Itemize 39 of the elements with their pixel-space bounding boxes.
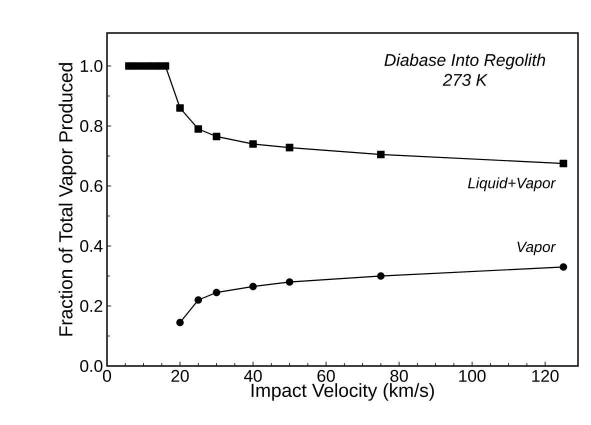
- point: [286, 144, 294, 152]
- point: [194, 125, 202, 133]
- point: [377, 272, 385, 280]
- point: [560, 160, 568, 168]
- point: [125, 62, 133, 70]
- x-tick-label: 20: [171, 370, 189, 382]
- y-axis-title: Fraction of Total Vapor Produced: [58, 63, 76, 336]
- point: [176, 318, 184, 326]
- point: [249, 140, 257, 148]
- x-axis-title: Impact Velocity (km/s): [252, 383, 434, 401]
- point: [194, 296, 202, 304]
- point: [154, 62, 162, 70]
- point: [560, 263, 568, 271]
- point: [377, 150, 385, 158]
- y-tick-label: 0.0: [80, 360, 102, 372]
- x-tick-label: 100: [459, 370, 486, 382]
- point: [249, 282, 257, 290]
- y-tick-label: 0.4: [80, 240, 103, 252]
- y-tick-label: 0.8: [80, 120, 102, 132]
- annotation: 273 K: [442, 74, 488, 86]
- x-tick-label: 40: [244, 370, 262, 382]
- point: [162, 62, 170, 70]
- annotation: Diabase Into Regolith: [384, 54, 546, 70]
- point: [212, 132, 220, 140]
- series-label: Liquid+Vapor: [468, 177, 556, 192]
- y-tick-label: 0.6: [80, 180, 102, 192]
- point: [132, 62, 140, 70]
- point: [212, 288, 220, 296]
- point: [147, 62, 155, 70]
- point: [176, 104, 184, 112]
- x-tick-label: 0: [102, 370, 112, 382]
- y-tick-label: 0.2: [80, 300, 102, 312]
- y-tick-label: 1.0: [80, 60, 102, 72]
- x-tick-label: 120: [532, 370, 559, 382]
- point: [286, 278, 294, 286]
- x-tick-label: 60: [318, 370, 335, 382]
- point: [140, 62, 148, 70]
- series-label: Vapor: [517, 242, 556, 256]
- x-tick-label: 80: [390, 370, 408, 382]
